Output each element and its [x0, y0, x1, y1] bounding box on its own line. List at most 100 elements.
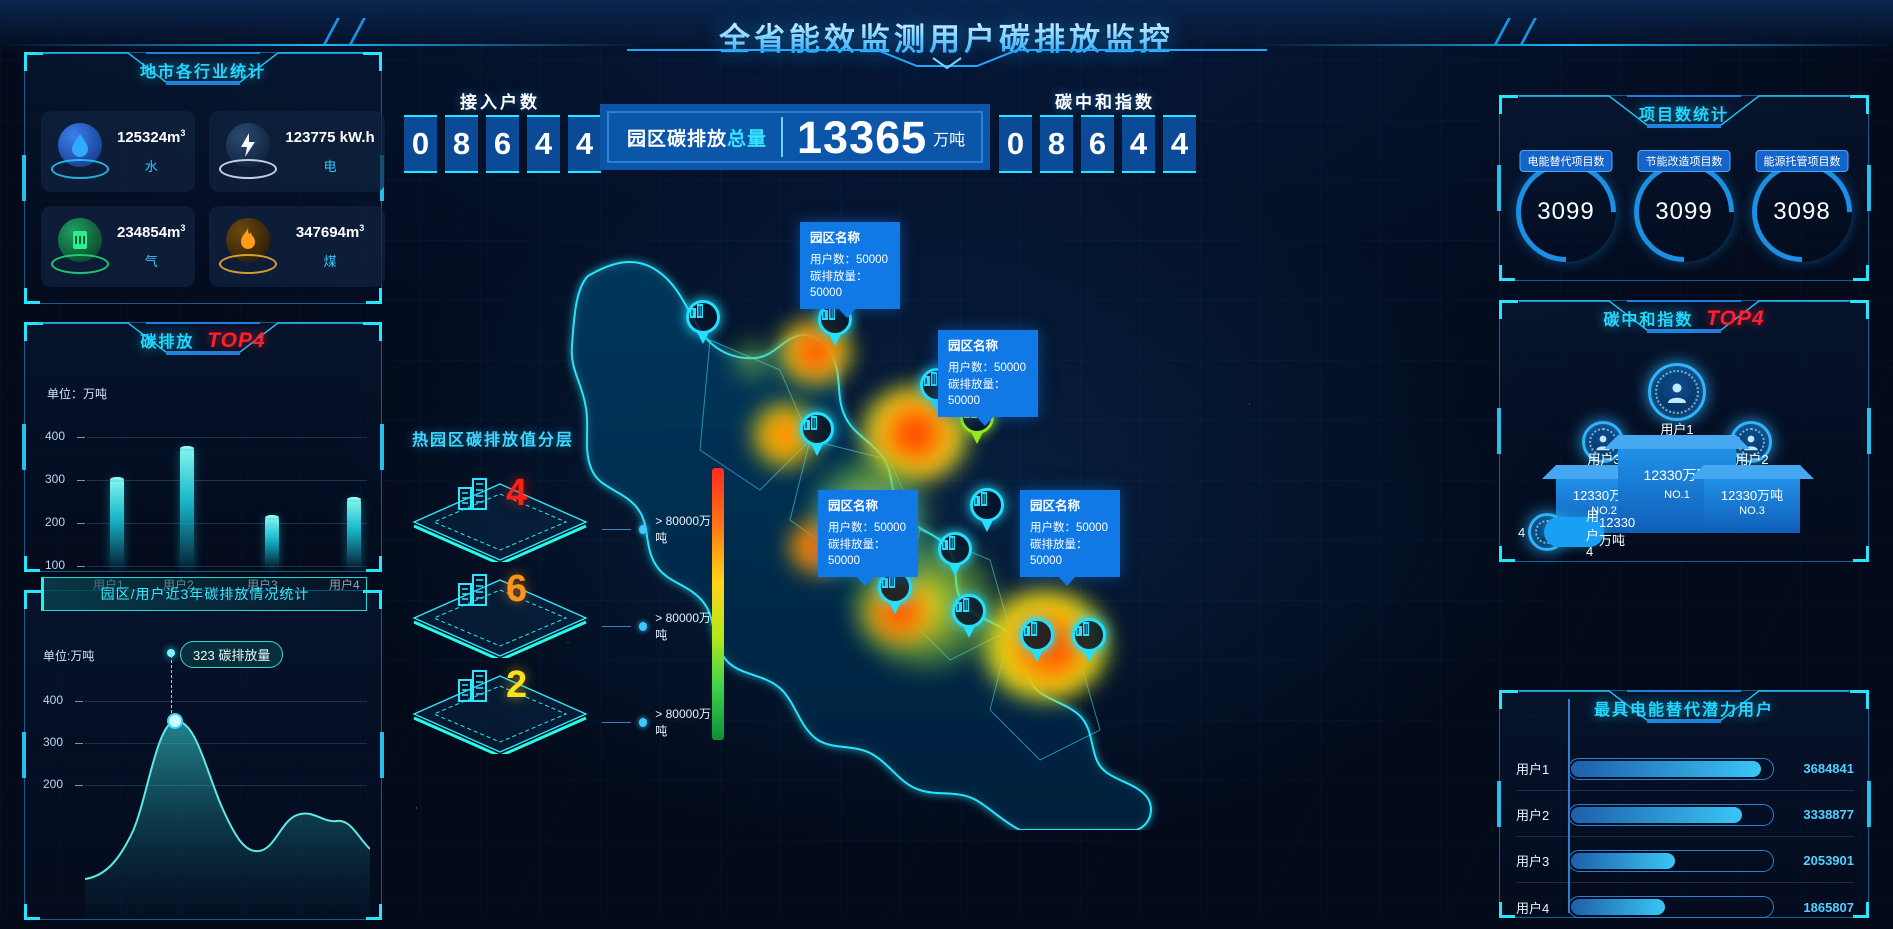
gauge-energy-hosting[interactable]: 能源托管项目数 3098 — [1731, 141, 1873, 283]
map-pin-6[interactable] — [970, 488, 1004, 532]
total-emission-label: 园区碳排放总量 — [609, 124, 767, 151]
panel-carbon-neutral-top4: 碳中和指数 TOP4 用户3 12330万吨 NO.2 用户1 12330万吨 … — [1497, 300, 1871, 562]
carbon-top4-title-badge: TOP4 — [1706, 307, 1765, 330]
map-tooltip-2: 园区名称 用户数：50000 碳排放量：50000 — [938, 330, 1038, 427]
panel-industry-header: 地市各行业统计 — [38, 52, 368, 92]
water-drop-icon — [49, 121, 111, 183]
top4-bar-3[interactable] — [265, 518, 279, 566]
map-tooltip-1-name: 园区名称 — [810, 231, 861, 245]
heat-layer-3-legend: > 80000万吨 — [602, 705, 714, 739]
panel-potential-title: 最具电能替代潜力用户 — [1593, 702, 1774, 719]
flame-icon — [217, 216, 279, 278]
heat-layer-title: 热园区碳排放值分层 — [412, 432, 575, 449]
access-digit-3: 6 — [486, 115, 519, 173]
top4-bar-4-cap — [347, 497, 361, 502]
top4-ytick-100: 100 — [45, 558, 66, 572]
gas-meter-icon — [49, 216, 111, 278]
gauge-energy-hosting-caption: 能源托管项目数 — [1755, 150, 1849, 172]
coal-value: 347694m — [295, 224, 360, 241]
map-tooltip-4-users: 用户数：50000 — [1030, 522, 1108, 535]
top4-bar-2[interactable] — [180, 449, 194, 566]
map-pin-5[interactable] — [800, 412, 834, 456]
podium-rank3-value: 12330万吨 — [1720, 488, 1784, 503]
avatar-rank3[interactable] — [1730, 421, 1772, 463]
panel-carbon-neutral-header: 碳中和指数 TOP4 — [1519, 300, 1849, 340]
map-pin-9[interactable] — [952, 594, 986, 638]
map-pin-10[interactable] — [1020, 618, 1054, 662]
three-year-banner[interactable]: 园区/用户近3年碳排放情况统计 — [41, 577, 367, 611]
access-digit-4: 4 — [527, 115, 560, 173]
potential-row-3[interactable]: 用户3 2053901 — [1516, 839, 1854, 883]
podium-rank1-value: 12330万吨 — [1643, 467, 1711, 483]
access-digit-5: 4 — [568, 115, 601, 173]
coal-value-sup: 3 — [359, 223, 365, 233]
three-year-tooltip-anchor-dot — [167, 649, 175, 657]
carbon-top4-row4[interactable]: 4 用户4 12330万吨 — [1518, 509, 1852, 559]
potential-row-2[interactable]: 用户2 3338877 — [1516, 793, 1854, 837]
total-emission-box: 园区碳排放总量 13365 万吨 — [600, 104, 990, 170]
heat-colorbar — [712, 468, 724, 740]
potential-row-4[interactable]: 用户4 1865807 — [1516, 885, 1854, 929]
heat-layer-3[interactable]: 2 — [410, 666, 590, 754]
industry-card-water[interactable]: 125324m3 水 — [41, 111, 196, 192]
top4-ytick-300: 300 — [45, 472, 66, 486]
top4-ytick-400: 400 — [45, 429, 66, 443]
electricity-label: 电 — [323, 159, 337, 174]
gauge-energy-saving[interactable]: 节能改造项目数 3099 — [1613, 141, 1755, 283]
total-emission-inner: 园区碳排放总量 13365 万吨 — [607, 111, 983, 163]
access-digit-1: 0 — [404, 115, 437, 173]
top4-bar-1[interactable] — [110, 480, 124, 566]
access-count-label: 接入户数 — [460, 93, 540, 112]
top4-bar-1-cap — [110, 477, 124, 482]
top4-gridline-300 — [87, 480, 367, 481]
map-pin-11[interactable] — [1072, 618, 1106, 662]
neutral-index-digits: 0 8 6 4 4 — [999, 115, 1196, 173]
heat-layer-1-legend-text: > 80000万吨 — [655, 514, 711, 545]
map-tooltip-3-users: 用户数：50000 — [828, 522, 906, 535]
map-tooltip-4: 园区名称 用户数：50000 碳排放量：50000 — [1020, 490, 1120, 587]
three-year-tooltip-stem — [171, 655, 172, 713]
three-year-area-chart — [85, 713, 370, 919]
industry-card-gas[interactable]: 234854m3 气 — [41, 206, 196, 287]
potential-row-2-fill — [1571, 806, 1743, 823]
heat-layer-1[interactable]: 4 — [410, 472, 590, 562]
total-label-a: 园区碳排放 — [627, 128, 728, 150]
potential-row-4-value: 1865807 — [1803, 899, 1854, 915]
top4-gridline-200 — [87, 523, 367, 524]
industry-card-electricity[interactable]: 123775 kW.h 电 — [209, 111, 385, 192]
podium-rank3-name: 用户2 — [1735, 452, 1769, 467]
three-year-tooltip: 323 碳排放量 — [180, 641, 284, 668]
heat-layer-1-count: 4 — [506, 472, 528, 514]
electricity-value: 123775 kW.h — [285, 129, 375, 146]
potential-row-3-value: 2053901 — [1803, 853, 1854, 868]
gauge-power-substitution-caption: 电能替代项目数 — [1519, 150, 1613, 172]
map-pin-7[interactable] — [938, 532, 972, 576]
podium-rank3[interactable]: 用户2 12330万吨 NO.3 — [1704, 452, 1800, 533]
potential-row-1[interactable]: 用户1 3684841 — [1516, 747, 1854, 791]
panel-top4-title: 碳排放 TOP4 — [38, 328, 368, 353]
lightning-bolt-icon — [217, 121, 279, 183]
industry-card-coal[interactable]: 347694m3 煤 — [209, 206, 385, 287]
map-tooltip-3: 园区名称 用户数：50000 碳排放量：50000 — [818, 490, 918, 587]
gauge-energy-saving-value: 3099 — [1655, 198, 1713, 225]
potential-row-1-fill — [1571, 760, 1761, 777]
map-pin-1[interactable] — [686, 300, 720, 344]
top4-bar-4[interactable] — [347, 500, 361, 566]
potential-axis-line — [1568, 699, 1570, 913]
neutral-digit-4: 4 — [1122, 115, 1155, 173]
potential-row-2-name: 用户2 — [1516, 808, 1550, 823]
app-header: 全省能效监测用户碳排放监控 — [0, 0, 1893, 70]
map-tooltip-2-name: 园区名称 — [948, 339, 999, 353]
neutral-digit-5: 4 — [1163, 115, 1196, 173]
avatar-rank1[interactable] — [1648, 363, 1706, 421]
total-divider — [781, 117, 784, 157]
top4-bar-2-cap — [180, 446, 194, 451]
map-tooltip-2-emission: 碳排放量：50000 — [948, 378, 1006, 408]
heat-layer-2[interactable]: 6 — [410, 570, 590, 658]
gauge-power-substitution[interactable]: 电能替代项目数 3099 — [1495, 141, 1637, 283]
heat-layer-1-legend: > 80000万吨 — [602, 512, 714, 546]
carbon-top4-title-main: 碳中和指数 — [1603, 312, 1694, 329]
podium-rank1-name: 用户1 — [1660, 422, 1694, 437]
map-tooltip-2-users: 用户数：50000 — [948, 362, 1026, 375]
three-year-ytick-300: 300 — [43, 735, 64, 749]
